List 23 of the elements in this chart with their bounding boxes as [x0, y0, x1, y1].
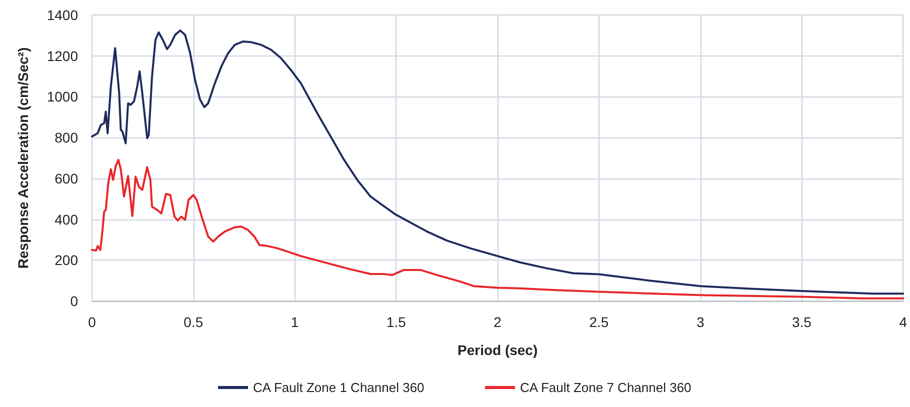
x-axis-title: Period (sec)	[457, 342, 538, 358]
x-tick-label: 0.5	[184, 314, 204, 330]
x-tick-label: 2.5	[589, 314, 609, 330]
y-tick-label: 600	[54, 170, 78, 186]
x-tick-label: 1.5	[386, 314, 406, 330]
line-series	[91, 158, 904, 300]
x-tick-label: 3	[696, 314, 704, 330]
y-tick-label: 1200	[46, 48, 78, 64]
legend-label: CA Fault Zone 1 Channel 360	[253, 380, 424, 395]
y-tick-label: 0	[70, 293, 78, 309]
y-tick-label: 800	[54, 130, 78, 146]
y-tick-label: 1400	[46, 7, 78, 23]
x-tick-label: 4	[899, 314, 908, 330]
y-axis-title: Response Acceleration (cm/Sec²)	[15, 47, 31, 269]
legend-label: CA Fault Zone 7 Channel 360	[520, 380, 692, 395]
y-tick-label: 400	[54, 211, 78, 228]
x-tick-label: 0	[88, 314, 96, 330]
line-series	[91, 30, 904, 295]
x-tick-label: 3.5	[792, 314, 812, 330]
x-tick-label: 2	[494, 314, 502, 330]
x-tick-label: 1	[290, 314, 299, 330]
y-tick-label: 200	[54, 252, 78, 268]
y-tick-label: 1000	[46, 88, 78, 105]
